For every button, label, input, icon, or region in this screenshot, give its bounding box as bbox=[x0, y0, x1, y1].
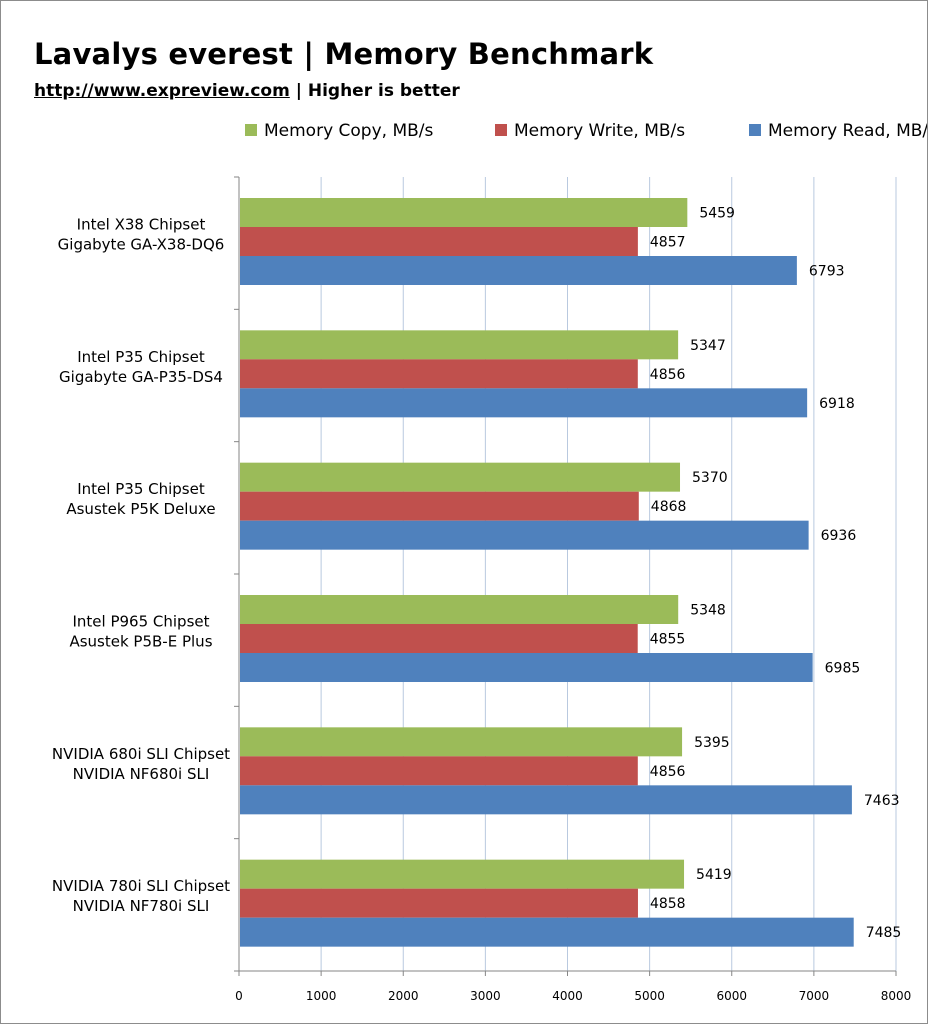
data-label: 5459 bbox=[699, 206, 735, 222]
data-label: 4858 bbox=[650, 896, 686, 912]
x-tick-label: 8000 bbox=[881, 989, 912, 1003]
category-label-line: Intel P35 Chipset bbox=[77, 348, 205, 366]
data-label: 6936 bbox=[821, 528, 857, 544]
bar bbox=[240, 520, 809, 550]
bar bbox=[240, 785, 852, 815]
category-label-line: NVIDIA 680i SLI Chipset bbox=[52, 745, 230, 763]
x-tick-label: 6000 bbox=[716, 989, 747, 1003]
category-label: Intel P35 Chipset Gigabyte GA-P35-DS4 bbox=[59, 348, 223, 386]
bar bbox=[240, 859, 685, 889]
x-tick-label: 2000 bbox=[388, 989, 419, 1003]
data-label: 6793 bbox=[809, 264, 845, 280]
data-label: 6918 bbox=[819, 396, 855, 412]
bar bbox=[240, 227, 638, 256]
x-tick-label: 4000 bbox=[552, 989, 583, 1003]
x-tick-label: 1000 bbox=[306, 989, 337, 1003]
subtitle-separator: | bbox=[295, 81, 302, 101]
category-label-line: Intel P965 Chipset bbox=[72, 613, 209, 631]
category-label-line: NVIDIA NF680i SLI bbox=[73, 765, 210, 783]
bar bbox=[240, 917, 854, 947]
category-label-line: NVIDIA NF780i SLI bbox=[73, 897, 210, 915]
legend-swatch bbox=[749, 124, 761, 136]
data-label: 6985 bbox=[825, 661, 861, 677]
x-tick-label: 5000 bbox=[634, 989, 665, 1003]
x-tick-label: 0 bbox=[235, 989, 243, 1003]
chart-subtitle: http://www.expreview.com | Higher is bet… bbox=[34, 81, 460, 101]
bar bbox=[240, 756, 638, 786]
legend-label: Memory Write, MB/s bbox=[514, 121, 685, 141]
bar bbox=[240, 727, 683, 757]
x-tick-label: 3000 bbox=[470, 989, 501, 1003]
bar bbox=[240, 359, 638, 389]
legend-label: Memory Copy, MB/s bbox=[264, 121, 434, 141]
data-label: 4868 bbox=[651, 499, 687, 515]
category-label-line: Gigabyte GA-P35-DS4 bbox=[59, 368, 223, 386]
data-label: 5348 bbox=[690, 603, 726, 619]
category-label-line: Asustek P5B-E Plus bbox=[69, 633, 212, 651]
category-label-line: Gigabyte GA-X38-DQ6 bbox=[58, 236, 225, 254]
data-label: 5395 bbox=[694, 735, 730, 751]
subtitle-text: Higher is better bbox=[307, 81, 460, 101]
subtitle-link[interactable]: http://www.expreview.com bbox=[34, 81, 290, 101]
bar bbox=[240, 653, 813, 682]
category-label: NVIDIA 680i SLI Chipset NVIDIA NF680i SLI bbox=[52, 745, 230, 783]
bar bbox=[240, 491, 639, 521]
data-label: 4855 bbox=[650, 632, 686, 648]
bar bbox=[240, 330, 679, 360]
bar bbox=[240, 624, 638, 653]
category-label: Intel X38 Chipset Gigabyte GA-X38-DQ6 bbox=[58, 216, 225, 254]
category-label: Intel P965 Chipset Asustek P5B-E Plus bbox=[69, 613, 212, 651]
data-label: 7485 bbox=[866, 925, 902, 941]
category-label: NVIDIA 780i SLI Chipset NVIDIA NF780i SLI bbox=[52, 877, 230, 915]
bar bbox=[240, 595, 679, 624]
category-label-line: Asustek P5K Deluxe bbox=[66, 500, 215, 518]
legend-label: Memory Read, MB/s bbox=[768, 121, 927, 141]
data-label: 7463 bbox=[864, 793, 900, 809]
bar bbox=[240, 388, 808, 418]
category-label: Intel P35 Chipset Asustek P5K Deluxe bbox=[66, 480, 215, 518]
legend-swatch bbox=[245, 124, 257, 136]
legend-swatch bbox=[495, 124, 507, 136]
x-tick-label: 7000 bbox=[799, 989, 830, 1003]
data-label: 4857 bbox=[650, 235, 686, 251]
category-label-line: NVIDIA 780i SLI Chipset bbox=[52, 877, 230, 895]
data-label: 5419 bbox=[696, 867, 732, 883]
data-label: 5347 bbox=[690, 338, 726, 354]
category-label-line: Intel P35 Chipset bbox=[77, 480, 205, 498]
data-label: 5370 bbox=[692, 470, 728, 486]
category-label-line: Intel X38 Chipset bbox=[77, 216, 206, 234]
bar bbox=[240, 888, 638, 918]
data-label: 4856 bbox=[650, 764, 686, 780]
bar bbox=[240, 198, 688, 227]
bar bbox=[240, 256, 797, 285]
bar bbox=[240, 462, 681, 492]
data-label: 4856 bbox=[650, 367, 686, 383]
chart-title: Lavalys everest | Memory Benchmark bbox=[34, 37, 654, 71]
